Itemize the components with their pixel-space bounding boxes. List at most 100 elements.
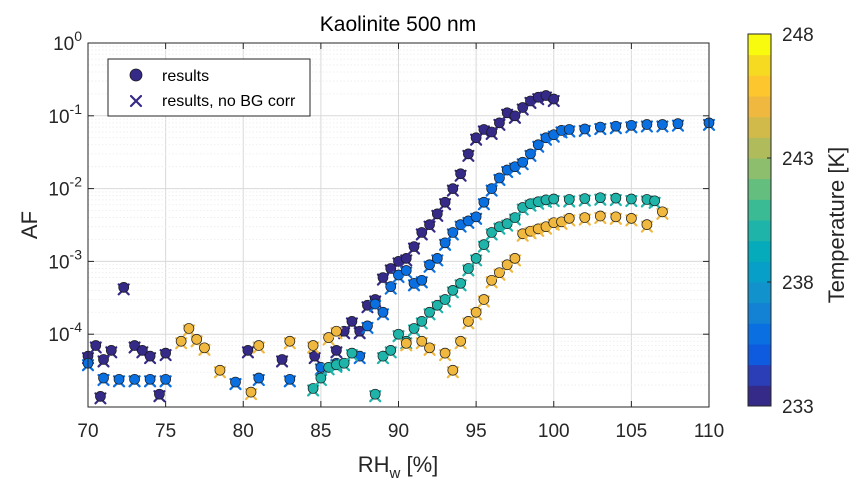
data-point <box>579 123 591 135</box>
data-point <box>144 373 156 385</box>
colorbar-frame <box>747 33 772 407</box>
y-tick-label-exponent: -3 <box>70 246 83 262</box>
y-tick-label-exponent: -1 <box>70 101 83 117</box>
data-point <box>199 342 210 354</box>
legend-x-marker <box>129 94 143 108</box>
y-tick-label-exponent: -2 <box>70 174 83 190</box>
data-point <box>439 347 451 359</box>
data-point <box>416 274 428 286</box>
x-axis-title: RHw [%] <box>358 452 439 482</box>
data-point <box>400 265 412 276</box>
data-point <box>175 335 187 347</box>
data-point <box>253 372 265 384</box>
data-point <box>98 372 109 384</box>
data-point <box>501 259 513 271</box>
data-point <box>548 193 560 205</box>
y-tick-label-0: 100 <box>53 28 82 55</box>
data-point <box>447 183 459 194</box>
data-point <box>408 323 420 334</box>
data-point <box>424 219 435 230</box>
data-point <box>95 391 106 402</box>
data-point <box>424 259 435 271</box>
data-point <box>113 373 125 385</box>
y-tick-label-2: 10-2 <box>48 174 82 201</box>
x-tick-label-8: 110 <box>694 421 724 442</box>
data-point <box>641 219 653 230</box>
axis-ticks <box>87 42 710 408</box>
data-point <box>447 364 459 376</box>
data-point <box>649 195 661 207</box>
data-point <box>118 282 130 293</box>
data-point <box>657 119 668 130</box>
plot-area <box>81 42 716 408</box>
data-point <box>455 277 466 289</box>
data-point <box>191 333 203 345</box>
y-tick-label-1: 10-1 <box>48 101 82 128</box>
data-point <box>431 208 443 220</box>
legend-circle-marker <box>129 68 143 82</box>
data-point <box>400 337 412 349</box>
y-tick-label-3: 10-3 <box>48 246 82 273</box>
data-point <box>610 120 622 132</box>
colorbar-band <box>748 220 771 242</box>
data-point <box>144 350 156 362</box>
x-tick-label-5: 95 <box>466 421 487 442</box>
data-point <box>242 345 254 356</box>
data-point <box>369 388 381 400</box>
data-point <box>160 347 171 359</box>
data-point <box>657 206 668 218</box>
data-point <box>563 194 575 205</box>
x-tick-label-7: 105 <box>616 421 648 442</box>
data-point <box>400 253 412 264</box>
colorbar-band <box>748 75 771 97</box>
data-point <box>563 213 575 224</box>
colorbar-title: Temperature [K] <box>824 147 849 304</box>
y-tick-label-base: 10 <box>48 180 69 201</box>
data-point <box>346 316 358 327</box>
x-tick-label-4: 90 <box>388 421 409 442</box>
colorbar-band <box>748 364 771 386</box>
data-point <box>594 210 606 222</box>
data-point <box>346 347 358 359</box>
data-point <box>486 183 497 194</box>
y-axis-title: AF <box>17 211 42 239</box>
data-point <box>362 320 373 332</box>
data-point <box>331 345 342 356</box>
data-point <box>230 376 241 388</box>
x-tick-labels: 70 75 80 85 90 95 100 105 110 <box>77 421 724 442</box>
data-point <box>548 93 560 105</box>
data-point <box>626 193 637 205</box>
x-tick-label-1: 75 <box>155 421 176 442</box>
x-axis-title-sub: w <box>389 465 401 482</box>
x-axis-title-main: RH <box>358 452 390 477</box>
data-point <box>463 148 474 160</box>
y-tick-label-base: 10 <box>53 34 74 55</box>
data-point <box>284 373 296 385</box>
data-point <box>626 213 637 224</box>
colorbar-band <box>748 137 771 159</box>
data-point <box>323 332 334 343</box>
y-tick-label-base: 10 <box>48 325 69 346</box>
data-point <box>455 335 466 347</box>
data-point <box>408 241 420 252</box>
colorbar-band <box>748 302 771 324</box>
data-point <box>315 372 327 384</box>
colorbar-band <box>748 385 771 407</box>
data-point <box>563 124 575 135</box>
data-markers <box>81 90 716 405</box>
data-point <box>385 345 397 356</box>
data-point <box>307 340 319 351</box>
colorbar-band <box>748 54 771 76</box>
data-point <box>154 388 165 400</box>
data-point <box>253 340 265 351</box>
data-point <box>284 335 296 347</box>
colorbar-band <box>748 96 771 118</box>
data-point <box>641 119 653 130</box>
data-point <box>594 121 606 133</box>
colorbar-tick-label-1: 243 <box>782 149 814 170</box>
y-tick-label-exponent: 0 <box>74 28 82 44</box>
data-point <box>245 386 257 398</box>
data-point <box>160 373 171 385</box>
data-point <box>377 306 389 318</box>
